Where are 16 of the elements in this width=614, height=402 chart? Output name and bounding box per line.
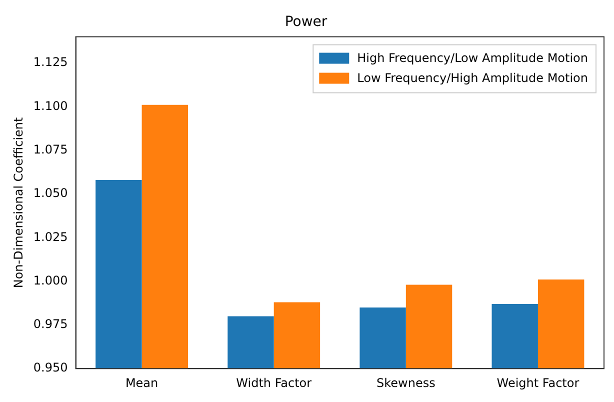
y-tick-label: 0.975 (33, 317, 68, 332)
y-tick-label: 1.025 (33, 230, 68, 244)
legend-label: Low Frequency/High Amplitude Motion (357, 70, 588, 85)
x-tick-label: Skewness (376, 376, 436, 390)
x-tick-label: Width Factor (236, 376, 312, 390)
x-tick-label: Weight Factor (496, 376, 580, 390)
y-tick-label: 1.100 (33, 98, 68, 113)
y-tick-label: 1.000 (33, 273, 68, 288)
legend-label: High Frequency/Low Amplitude Motion (357, 50, 588, 65)
y-tick-label: 0.950 (33, 360, 68, 375)
x-tick-label: Mean (125, 376, 158, 390)
y-tick-label: 1.125 (33, 55, 68, 70)
y-tick-label: 1.050 (33, 186, 68, 200)
y-axis-title: Non-Dimensional Coefficient (11, 116, 26, 288)
y-tick-label: 1.075 (33, 142, 68, 156)
chart-title: Power (284, 14, 328, 30)
